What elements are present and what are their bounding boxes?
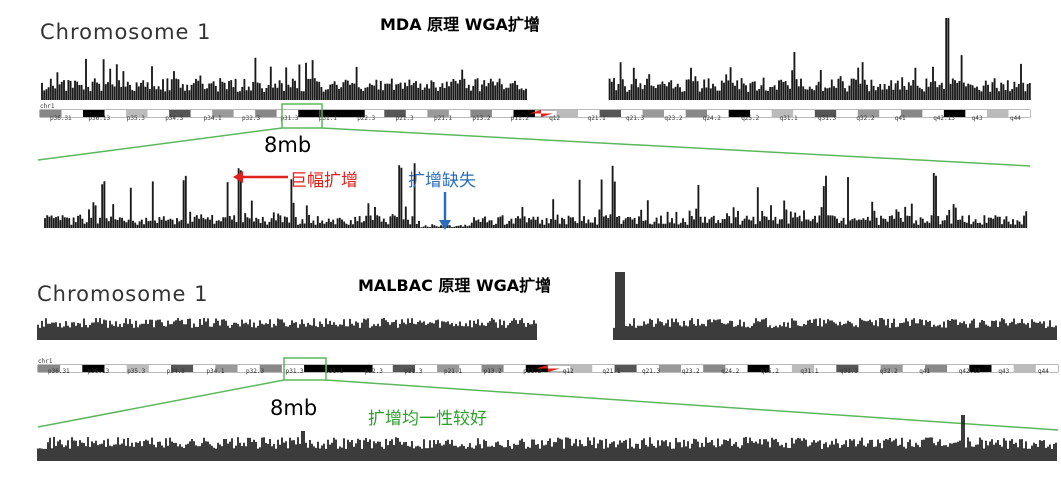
zoom-connector-left — [37, 379, 285, 428]
zoom-size-label: 8mb — [264, 133, 312, 157]
band-label: q31.1 — [800, 368, 818, 375]
whole-chromosome-coverage-track — [41, 18, 1031, 100]
band-label: q42.13 — [933, 115, 955, 122]
band-label: q31.1 — [780, 115, 798, 122]
chromosome-ideogram: chr1 p36.31 p36.13 p35.3 p34.3 p34.1 p32.3 p31.… — [39, 103, 1031, 122]
band-label: p34.1 — [206, 368, 224, 375]
band-label: q23.2 — [664, 115, 682, 122]
blue-arrow-head — [439, 220, 451, 230]
band-label: q21.1 — [602, 368, 620, 375]
band-label: p21.1 — [444, 368, 462, 375]
band-label: q25.2 — [741, 115, 759, 122]
band-label: q42.13 — [959, 368, 981, 375]
band-label: q44 — [1038, 368, 1049, 375]
band-label: p13.2 — [484, 368, 502, 375]
band-label: q31.3 — [818, 115, 836, 122]
band-label: p22.3 — [357, 115, 375, 122]
band-label: p11.2 — [523, 368, 541, 375]
zoom-connector-right — [321, 127, 1031, 167]
zoom-size-label: 8mb — [270, 396, 318, 420]
band-label: q21.3 — [642, 368, 660, 375]
band-label: p35.3 — [127, 115, 145, 122]
zoom-region-box — [283, 357, 327, 381]
zoomed-coverage-track — [44, 163, 1028, 228]
zoom-connector-right — [325, 379, 1059, 431]
band-label: q12 — [563, 368, 574, 375]
band-label: p11.2 — [511, 115, 529, 122]
malbac-figure: chr1 p36.31 p36.13 p35.3 p34.3 p34.1 p32.3 p31.… — [37, 272, 1059, 461]
band-label: p21.3 — [404, 368, 422, 375]
band-label: p31.3 — [286, 368, 304, 375]
band-label: p36.13 — [88, 368, 110, 375]
band-label: p36.31 — [50, 115, 72, 122]
zoom-connector-left — [37, 127, 283, 161]
chromosome-label: Chromosome 1 — [37, 282, 209, 306]
band-label: p31.1 — [319, 115, 337, 122]
band-label: q32.2 — [880, 368, 898, 375]
band-label: q21.3 — [626, 115, 644, 122]
band-label: q24.2 — [703, 115, 721, 122]
panel-title: MDA 原理 WGA扩增 — [380, 15, 540, 34]
band-label: q41 — [919, 368, 930, 375]
band-label: p31.3 — [280, 115, 298, 122]
band-label: q32.2 — [856, 115, 874, 122]
band-label: q44 — [1010, 115, 1021, 122]
mda-figure: chr1 p36.31 p36.13 p35.3 p34.3 p34.1 p32.3 p31.… — [37, 18, 1031, 230]
dropout-annotation: 扩增缺失 — [408, 171, 476, 191]
band-label: q21.1 — [588, 115, 606, 122]
whole-chromosome-coverage-track — [37, 272, 1057, 340]
band-label: q41 — [895, 115, 906, 122]
zoomed-coverage-track — [37, 415, 1057, 461]
amplification-bias-annotation: 巨幅扩增 — [290, 171, 358, 191]
band-label: p34.1 — [204, 115, 222, 122]
band-label: p32.3 — [246, 368, 264, 375]
ideogram-chr-label: chr1 — [40, 103, 55, 110]
band-label: p22.3 — [365, 368, 383, 375]
band-label: p21.3 — [396, 115, 414, 122]
zoom-region-box — [281, 103, 323, 129]
band-label: q31.3 — [840, 368, 858, 375]
band-label: p36.13 — [88, 115, 110, 122]
band-label: q12 — [549, 115, 560, 122]
uniformity-annotation: 扩增均一性较好 — [368, 409, 487, 429]
band-label: p13.2 — [472, 115, 490, 122]
band-label: p21.1 — [434, 115, 452, 122]
band-label: q43 — [972, 115, 983, 122]
band-label: p31.1 — [325, 368, 343, 375]
band-label: q25.2 — [761, 368, 779, 375]
red-arrow-head — [233, 171, 243, 183]
band-label: q23.2 — [682, 368, 700, 375]
band-label: q43 — [998, 368, 1009, 375]
chromosome-ideogram: chr1 p36.31 p36.13 p35.3 p34.3 p34.1 p32.3 p31.… — [37, 358, 1059, 375]
band-label: p35.3 — [127, 368, 145, 375]
band-label: p34.3 — [165, 115, 183, 122]
band-label: p34.3 — [167, 368, 185, 375]
panel-title: MALBAC 原理 WGA扩增 — [358, 276, 552, 295]
band-label: p36.31 — [48, 368, 70, 375]
ideogram-chr-label: chr1 — [38, 358, 53, 365]
band-label: p32.3 — [242, 115, 260, 122]
chromosome-label: Chromosome 1 — [40, 20, 212, 44]
band-label: q24.2 — [721, 368, 739, 375]
